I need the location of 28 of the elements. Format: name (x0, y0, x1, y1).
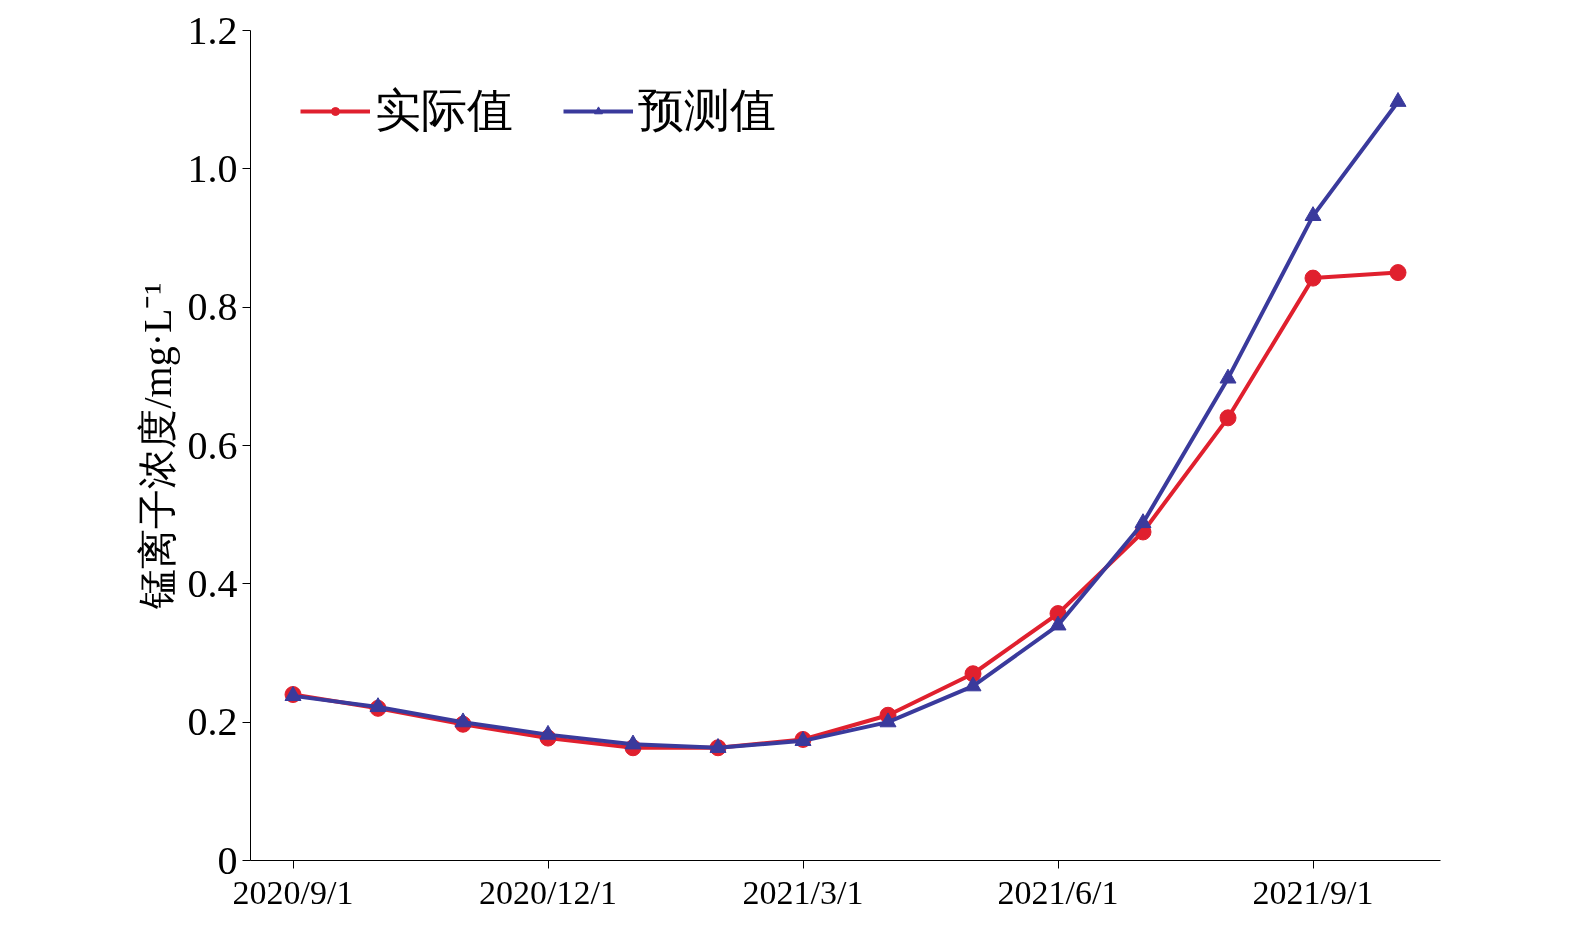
point (624, 734, 642, 750)
point (1389, 264, 1407, 282)
y-tick-label: 0.2 (187, 699, 238, 745)
y-tick-label: 0.4 (187, 560, 238, 606)
x-tick-label: 2021/9/1 (1252, 873, 1374, 911)
point (1049, 615, 1067, 631)
y-tick-label: 1.2 (187, 7, 238, 53)
x-tick-label: 2020/12/1 (479, 873, 617, 911)
legend-label: 实际值 (375, 84, 513, 138)
point (1304, 206, 1322, 221)
y-axis-title: 锰离子浓度/mg·L⁻¹ (134, 282, 180, 610)
y-tick-label: 1.0 (187, 145, 238, 191)
x-tick-label: 2021/3/1 (742, 873, 864, 911)
point (709, 738, 727, 753)
point (1134, 513, 1152, 529)
point (539, 724, 557, 740)
point (1389, 92, 1407, 107)
point (1219, 368, 1237, 384)
point (964, 676, 982, 692)
x-tick-label: 2021/6/1 (997, 873, 1119, 911)
y-tick-label: 0.8 (187, 284, 238, 330)
point (1219, 409, 1237, 427)
point (879, 712, 897, 728)
point (454, 712, 472, 728)
point (369, 697, 387, 713)
y-tick-label: 0.6 (187, 422, 238, 468)
point (1304, 269, 1322, 287)
legend-label: 预测值 (638, 84, 776, 138)
